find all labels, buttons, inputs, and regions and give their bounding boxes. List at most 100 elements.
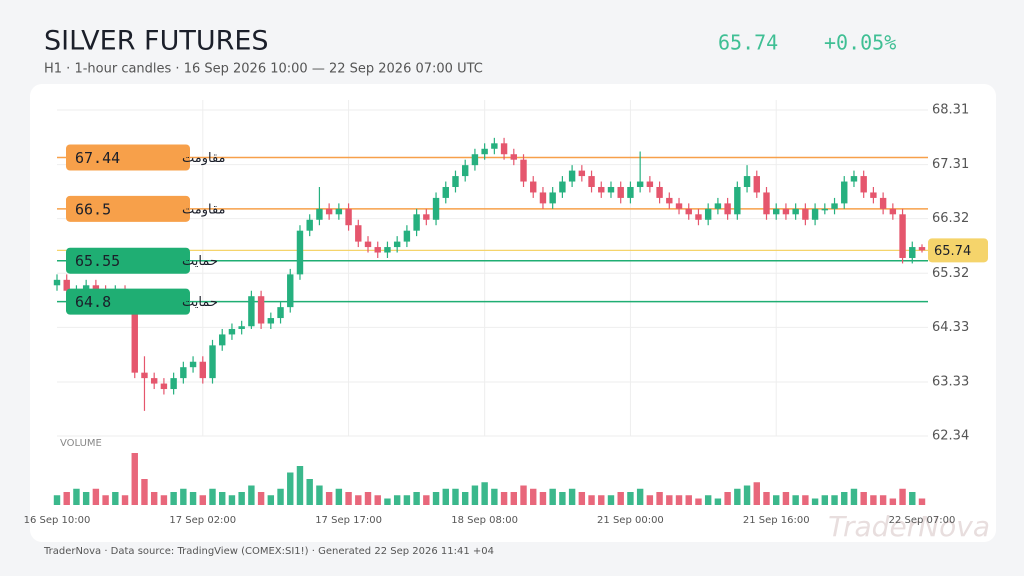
volume-bar (578, 492, 586, 505)
y-tick-label: 66.32 (932, 211, 969, 226)
candle-body (675, 203, 683, 209)
volume-bar (685, 495, 692, 505)
candle-body (403, 230, 411, 242)
candle-body (150, 378, 158, 384)
volume-bar (141, 479, 148, 505)
volume-bar (821, 495, 829, 505)
volume-bar (899, 488, 906, 505)
volume-bar (442, 488, 449, 505)
candle-body (199, 361, 206, 379)
candle-body (549, 192, 556, 204)
candle-body (909, 247, 916, 258)
candle-body (850, 176, 858, 182)
y-tick-label: 64.33 (932, 320, 969, 335)
volume-bar (695, 498, 702, 505)
volume-bar (763, 492, 770, 505)
volume-bar (666, 495, 673, 505)
candle-body (238, 326, 245, 329)
volume-bar (724, 492, 731, 505)
candle-body (384, 247, 391, 253)
volume-bar (277, 488, 284, 505)
volume-bar (530, 488, 537, 505)
candle-body (899, 214, 906, 258)
volume-bar (170, 492, 177, 505)
volume-bar (500, 492, 508, 505)
candle-body (296, 230, 304, 275)
volume-bar (598, 495, 605, 505)
volume-bar (782, 492, 790, 505)
candle-body (918, 247, 926, 251)
x-tick-label: 18 Sep 08:00 (451, 515, 518, 526)
volume-bar (714, 498, 722, 505)
candle-body (180, 367, 187, 379)
volume-bar (889, 498, 897, 505)
level-value: 66.5 (75, 200, 111, 218)
candle-body (860, 176, 867, 193)
candle-body (685, 208, 692, 215)
volume-bar (121, 495, 129, 505)
volume-bar (471, 485, 479, 505)
candle-body (141, 372, 148, 379)
volume-bar (92, 488, 100, 505)
candle-body (734, 186, 741, 215)
candle-body (267, 318, 275, 324)
candle-body (617, 186, 624, 198)
candle-body (374, 247, 381, 253)
candle-body (743, 176, 751, 187)
candle-body (714, 203, 722, 209)
candle-body (63, 279, 70, 291)
candle-body (316, 208, 323, 220)
volume-bar (607, 495, 615, 505)
candle-body (559, 181, 566, 193)
volume-bar (549, 488, 556, 505)
candle-body (209, 345, 216, 379)
volume-bar (588, 495, 595, 505)
candle-body (879, 197, 887, 209)
candle-body (695, 214, 702, 220)
volume-bar (160, 495, 168, 505)
volume-bar (539, 492, 547, 505)
candle-body (598, 186, 605, 193)
volume-bar (364, 492, 372, 505)
volume-bar (423, 495, 430, 505)
candle-body (656, 186, 663, 198)
candle-body (520, 159, 527, 182)
volume-bar (150, 492, 158, 505)
candle-body (82, 285, 90, 291)
candle-body (219, 334, 226, 346)
volume-bar (802, 495, 809, 505)
volume-bar (743, 485, 751, 505)
last-price: 65.74 (718, 31, 778, 55)
x-tick-label: 21 Sep 16:00 (743, 515, 810, 526)
watermark: TraderNova (828, 510, 990, 543)
candle-body (160, 383, 168, 390)
level-value: 67.44 (75, 149, 120, 167)
volume-bar (870, 495, 877, 505)
candle-body (53, 279, 61, 286)
volume-bar (82, 492, 90, 505)
volume-bar (452, 488, 459, 505)
level-badge (66, 288, 190, 315)
volume-bar (432, 492, 440, 505)
volume-bar (53, 495, 61, 505)
volume-bar (287, 472, 294, 505)
volume-bar (393, 495, 401, 505)
candle-body (578, 170, 586, 177)
candle-body (802, 208, 809, 220)
volume-bar (345, 492, 352, 505)
candle-body (588, 176, 595, 187)
volume-bar (704, 495, 712, 505)
y-tick-label: 62.34 (932, 429, 969, 444)
candle-body (452, 176, 459, 187)
volume-bar (811, 498, 819, 505)
volume-bar (413, 492, 420, 505)
candle-body (831, 203, 838, 209)
candle-body (461, 165, 469, 177)
candle-body (792, 208, 799, 215)
x-tick-label: 22 Sep 07:00 (889, 515, 956, 526)
volume-bar (491, 488, 498, 505)
candle-body (325, 208, 333, 215)
candle-body (277, 307, 284, 319)
volume-bar (73, 488, 80, 505)
